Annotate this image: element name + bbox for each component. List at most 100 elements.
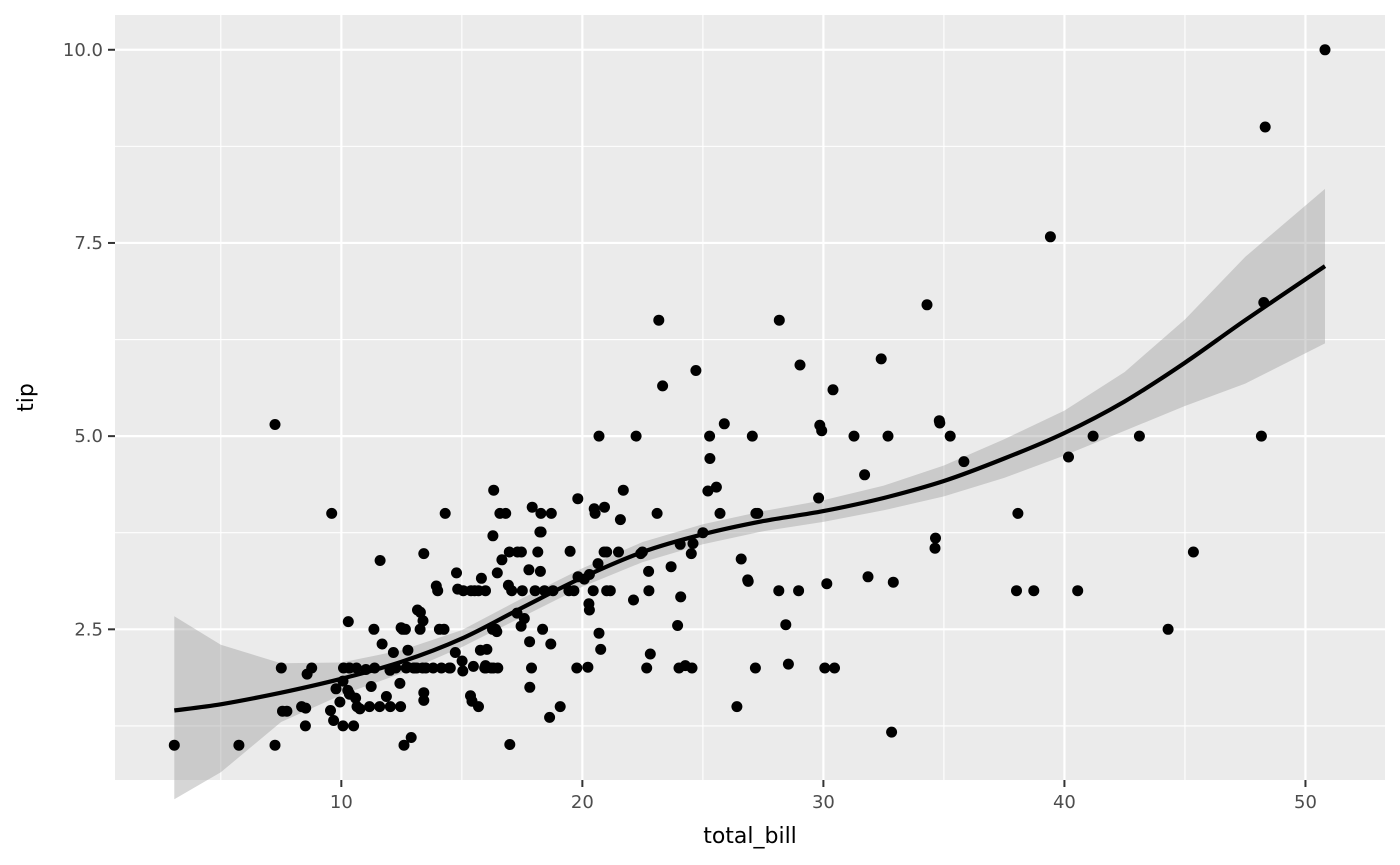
data-point [398,739,410,751]
data-point [299,720,311,732]
data-points [168,44,1331,751]
data-point [704,453,716,464]
data-point [457,585,469,597]
data-point [731,701,743,713]
data-point [354,703,366,715]
data-point [617,484,629,496]
data-point [529,585,541,597]
data-point [702,485,714,497]
data-point [613,546,624,558]
data-point [418,548,430,560]
data-point [644,648,656,660]
data-point [395,701,407,713]
data-point [275,662,287,674]
data-point [418,687,430,699]
data-point [523,564,535,576]
data-point [686,662,698,674]
x-tick-label: 40 [1053,792,1076,813]
data-point [675,591,687,603]
data-point [643,585,655,597]
data-point [387,647,399,658]
data-point [657,380,669,392]
data-point [376,638,388,650]
data-point [665,561,677,573]
data-point [958,456,970,468]
data-point [882,430,894,442]
data-point [348,720,360,732]
data-point [328,715,340,726]
data-point [1187,546,1199,558]
data-point [595,643,607,655]
data-point [380,691,392,702]
data-point [735,553,747,565]
data-point [524,636,536,648]
data-point [432,585,444,597]
data-point [1162,623,1174,635]
data-point [929,542,941,554]
data-point [414,606,426,618]
data-point [780,619,792,631]
data-point [438,623,450,635]
data-point [819,662,831,674]
data-point [300,702,312,714]
data-point [582,661,594,673]
data-point [417,615,429,627]
data-point [793,585,805,597]
data-point [875,353,887,365]
data-point [710,481,722,493]
data-point [1028,585,1040,597]
data-point [921,299,933,311]
data-point [418,694,430,706]
data-point [630,430,642,442]
data-point [399,623,411,635]
data-point [475,572,487,584]
data-point [518,613,530,624]
data-point [813,492,825,504]
data-point [886,726,898,738]
data-point [592,558,604,570]
data-point [821,578,833,590]
data-point [449,647,461,658]
data-point [444,662,456,674]
data-point [589,507,601,519]
data-point [427,662,439,674]
data-point [794,359,806,371]
data-point [364,701,375,713]
data-point [599,501,610,513]
data-point [773,585,785,597]
x-tick-label: 10 [330,792,353,813]
data-point [506,585,518,597]
data-point [526,501,538,513]
data-point [1072,585,1084,597]
data-point [944,430,956,442]
data-point [593,430,605,442]
data-point [414,623,426,635]
data-point [687,538,699,549]
data-point [641,662,653,674]
data-point [337,720,349,732]
data-point [583,604,595,616]
data-point [405,732,417,743]
y-tick-label: 2.5 [74,619,103,640]
data-point [402,644,414,656]
data-point [1087,430,1099,442]
data-point [342,616,354,628]
data-point [350,692,362,704]
data-point [704,430,716,442]
data-point [749,662,761,674]
data-point [487,530,499,542]
minor-gridlines [115,15,1385,780]
y-tick-label: 5.0 [74,426,103,447]
data-point [537,623,549,635]
data-point [685,548,697,560]
data-point [500,507,512,519]
data-point [572,493,584,505]
smooth-line [174,264,1327,713]
data-point [628,594,639,606]
data-point [439,507,451,519]
data-point [365,681,377,692]
data-point [534,565,546,577]
data-point [816,425,828,437]
data-point [746,430,758,442]
x-tick-label: 20 [571,792,594,813]
